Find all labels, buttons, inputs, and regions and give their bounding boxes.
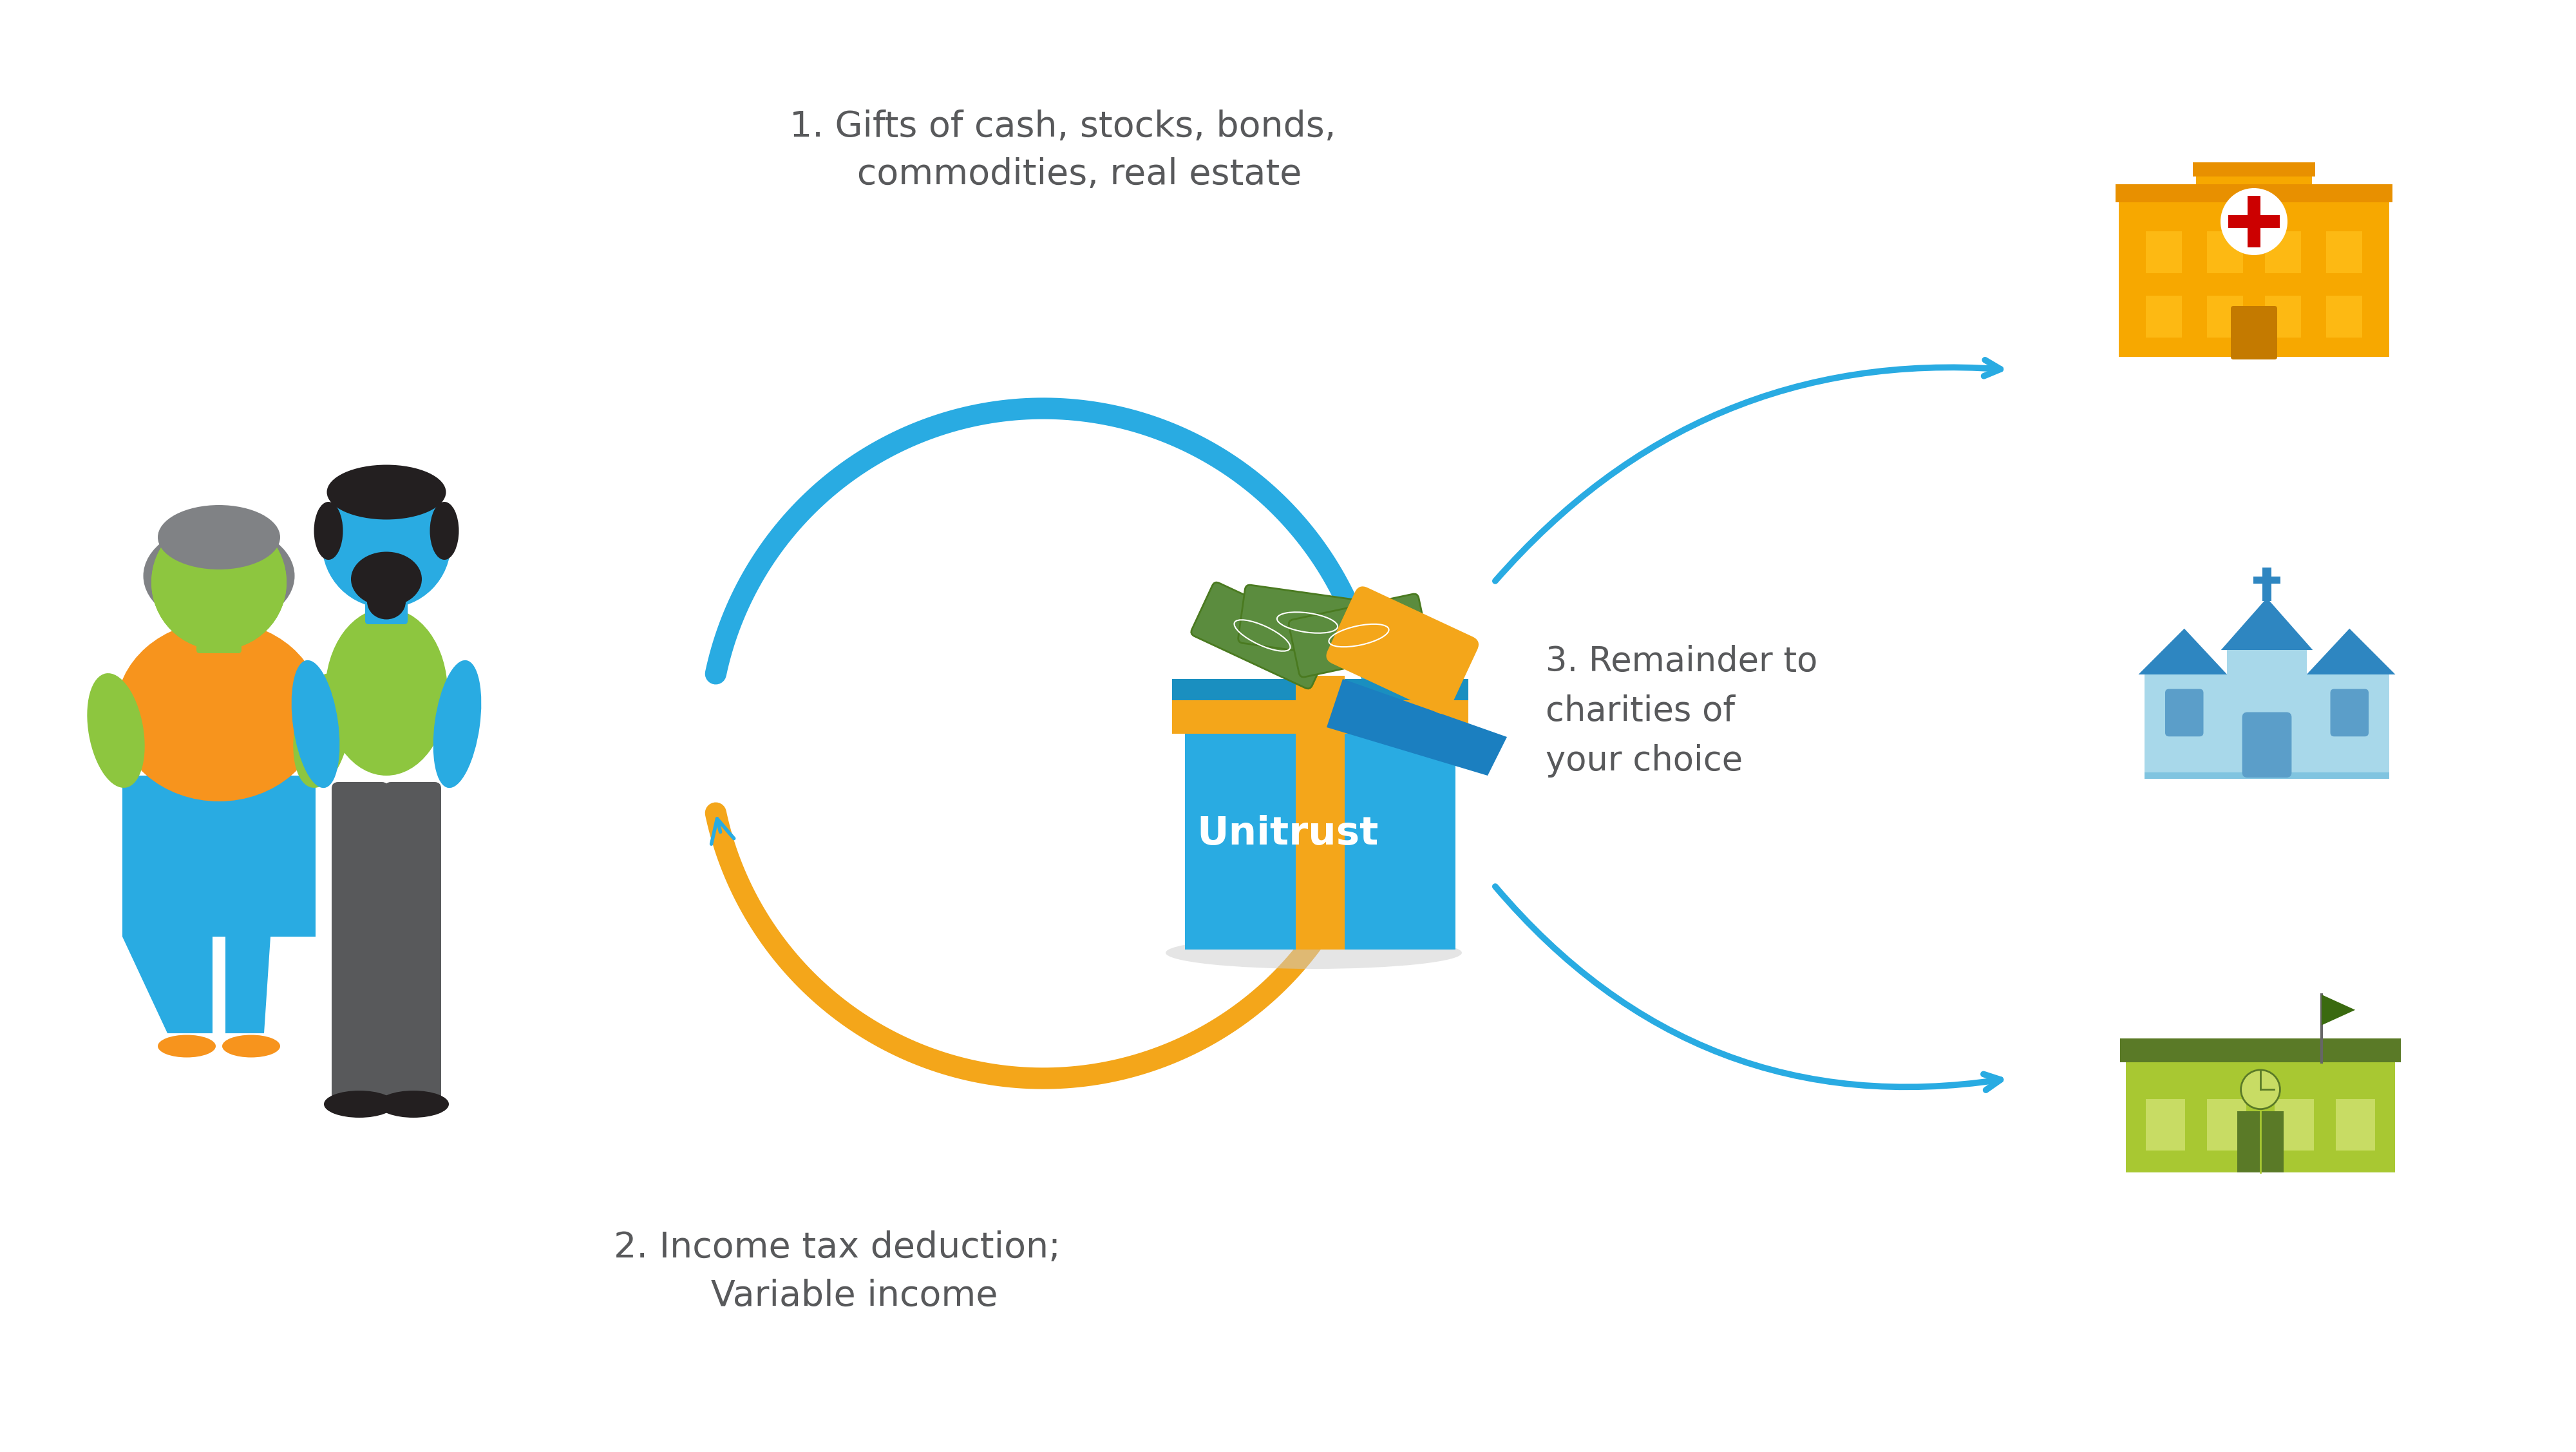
FancyBboxPatch shape [2306,675,2391,772]
FancyBboxPatch shape [2208,1099,2246,1150]
FancyBboxPatch shape [2115,184,2393,202]
Ellipse shape [325,608,448,775]
FancyBboxPatch shape [2208,296,2244,337]
FancyBboxPatch shape [332,783,389,1104]
Polygon shape [2321,995,2354,1025]
Ellipse shape [1164,937,1461,968]
Ellipse shape [222,1035,281,1057]
FancyBboxPatch shape [2331,688,2370,736]
Ellipse shape [144,524,294,627]
FancyBboxPatch shape [2192,163,2316,177]
FancyBboxPatch shape [2236,1111,2285,1172]
Ellipse shape [433,661,482,788]
Polygon shape [2221,598,2313,650]
Polygon shape [2306,629,2396,675]
Text: 3. Remainder to
charities of
your choice: 3. Remainder to charities of your choice [1546,645,1819,777]
FancyBboxPatch shape [2246,196,2262,247]
FancyBboxPatch shape [2120,1038,2401,1061]
Text: Unitrust: Unitrust [1198,815,1378,852]
Ellipse shape [430,502,459,560]
Circle shape [2221,189,2287,256]
FancyBboxPatch shape [2228,650,2306,772]
Ellipse shape [88,674,144,788]
FancyBboxPatch shape [2146,1099,2184,1150]
FancyBboxPatch shape [2146,675,2228,772]
FancyBboxPatch shape [2264,296,2300,337]
Ellipse shape [294,674,350,788]
FancyBboxPatch shape [2336,1099,2375,1150]
FancyBboxPatch shape [2231,306,2277,360]
Polygon shape [1327,680,1507,775]
FancyBboxPatch shape [1327,587,1479,714]
FancyBboxPatch shape [2254,576,2280,584]
FancyBboxPatch shape [1239,585,1376,661]
FancyBboxPatch shape [2117,202,2391,357]
FancyBboxPatch shape [366,566,407,624]
FancyBboxPatch shape [1190,582,1334,688]
FancyBboxPatch shape [1185,725,1455,950]
Circle shape [322,479,451,608]
Ellipse shape [379,1090,448,1118]
Text: 1. Gifts of cash, stocks, bonds,
   commodities, real estate: 1. Gifts of cash, stocks, bonds, commodi… [788,109,1337,192]
Ellipse shape [325,1090,394,1118]
FancyBboxPatch shape [2146,764,2391,778]
FancyBboxPatch shape [2208,231,2244,273]
Ellipse shape [157,1035,216,1057]
Ellipse shape [314,502,343,560]
FancyBboxPatch shape [2166,688,2202,736]
Ellipse shape [157,505,281,569]
Ellipse shape [291,661,340,788]
FancyBboxPatch shape [2264,231,2300,273]
FancyBboxPatch shape [1296,675,1345,950]
Circle shape [152,514,286,650]
Circle shape [152,514,286,650]
FancyBboxPatch shape [2146,296,2182,337]
Text: 2. Income tax deduction;
   Variable income: 2. Income tax deduction; Variable income [613,1230,1061,1313]
Ellipse shape [358,560,415,579]
Circle shape [2241,1070,2280,1109]
FancyBboxPatch shape [2275,1099,2313,1150]
FancyBboxPatch shape [2125,1061,2396,1172]
Ellipse shape [368,584,407,620]
FancyBboxPatch shape [196,595,242,653]
FancyBboxPatch shape [2228,215,2280,228]
FancyBboxPatch shape [2326,296,2362,337]
FancyBboxPatch shape [1172,700,1468,733]
FancyBboxPatch shape [2241,711,2293,777]
FancyBboxPatch shape [1172,680,1468,727]
Ellipse shape [350,552,422,607]
Ellipse shape [116,621,322,802]
Polygon shape [124,775,317,1034]
Ellipse shape [327,465,446,520]
FancyBboxPatch shape [2262,568,2272,601]
Polygon shape [2138,629,2228,675]
FancyBboxPatch shape [2195,177,2313,357]
FancyBboxPatch shape [335,817,438,876]
FancyBboxPatch shape [2326,231,2362,273]
FancyBboxPatch shape [384,783,440,1104]
FancyBboxPatch shape [2146,231,2182,273]
FancyBboxPatch shape [1288,594,1430,677]
